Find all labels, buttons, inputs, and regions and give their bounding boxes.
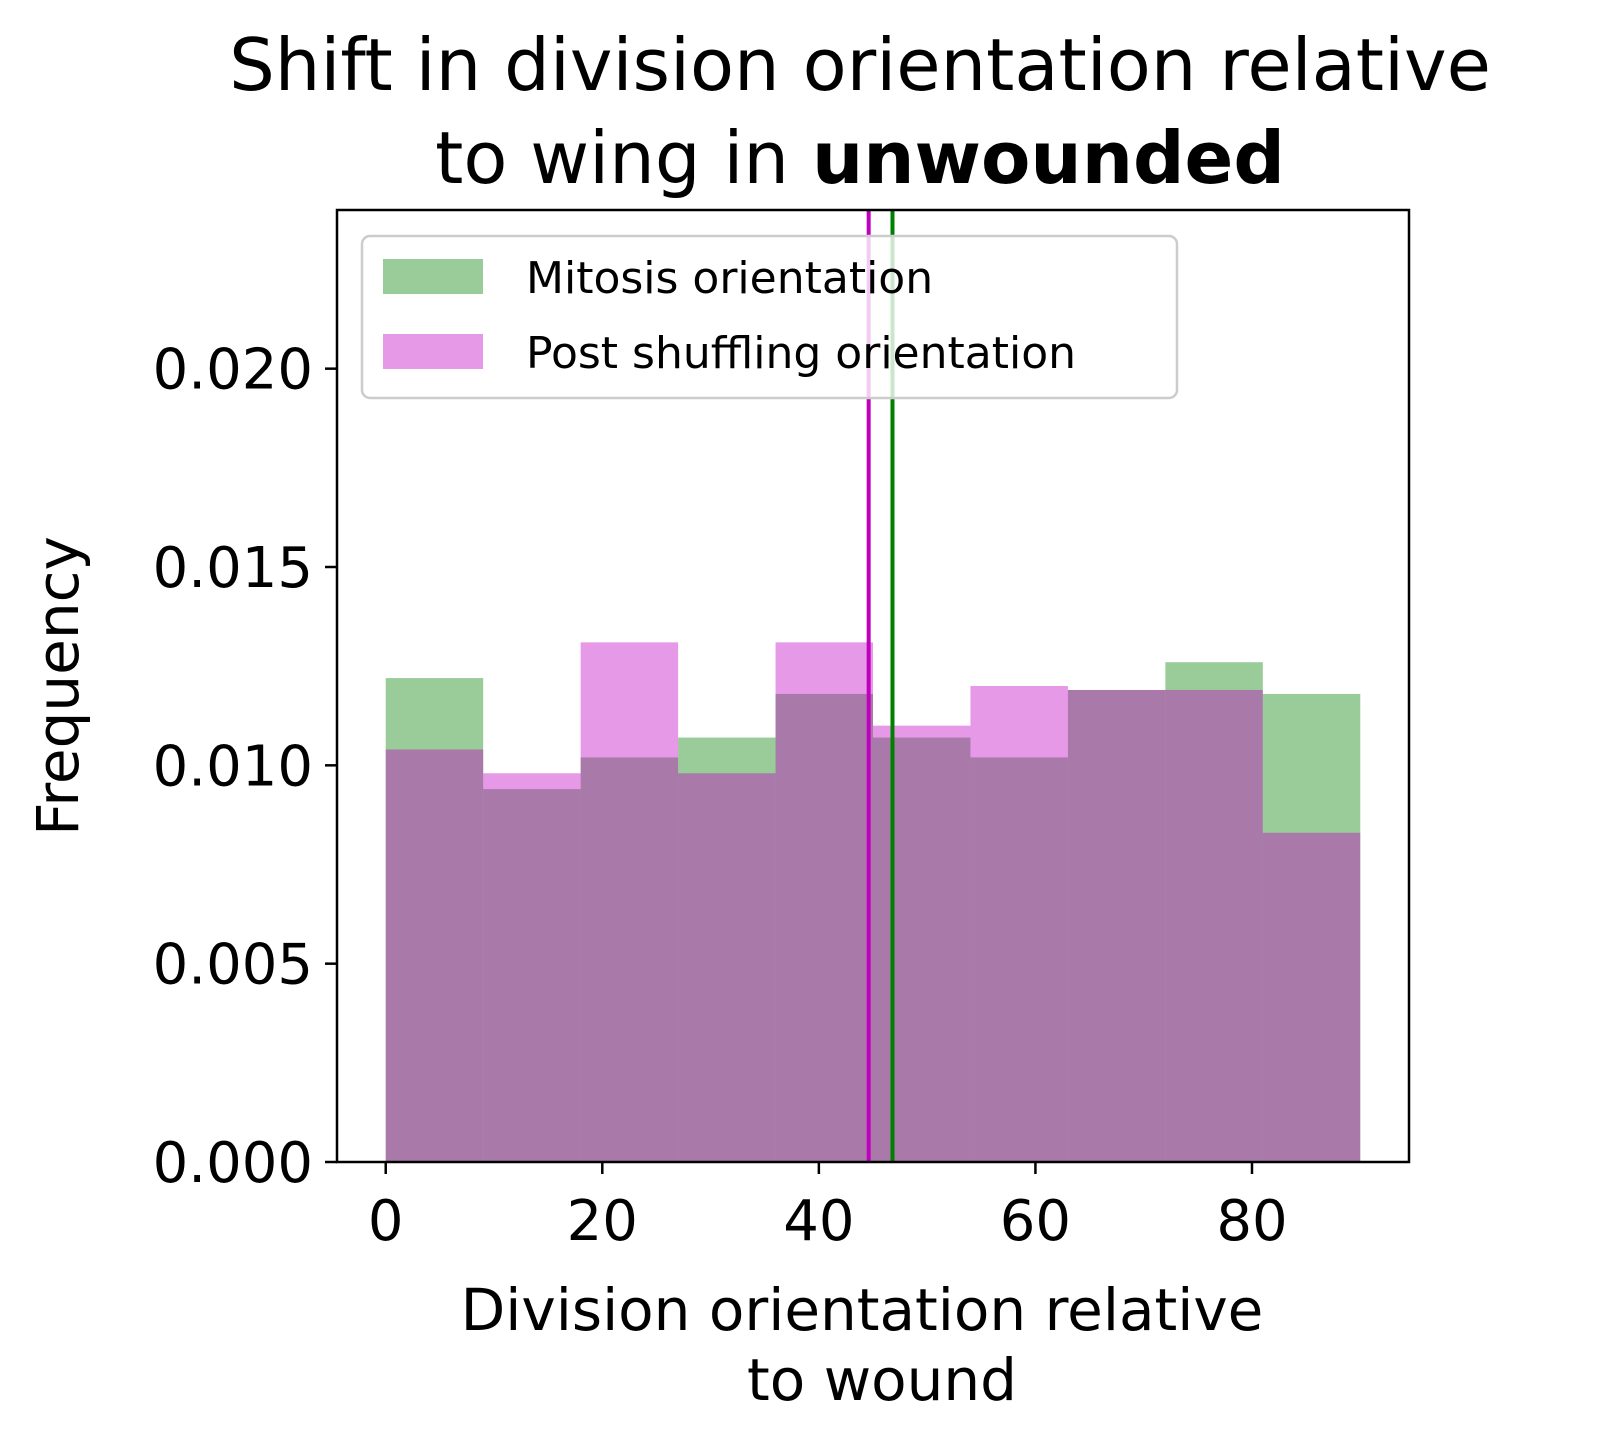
x-tick-label: 80 xyxy=(1216,1189,1287,1254)
legend-label-mitosis: Mitosis orientation xyxy=(526,253,933,304)
y-axis-ticks: 0.000 0.005 0.010 0.015 0.020 xyxy=(153,338,337,1196)
bar-series1-bin8 xyxy=(1165,689,1263,1162)
x-axis-ticks: 0 20 40 60 80 xyxy=(368,1162,1288,1254)
y-axis-label: Frequency xyxy=(24,536,92,836)
x-tick-label: 40 xyxy=(783,1189,854,1254)
x-tick-label: 0 xyxy=(368,1189,404,1254)
legend-swatch-mitosis xyxy=(383,259,483,294)
chart-title-line2-bold: unwounded xyxy=(812,116,1285,200)
bar-series0-bin9 xyxy=(1262,693,1361,1162)
legend: Mitosis orientation Post shuffling orien… xyxy=(360,234,1179,400)
bar-series1-bin6 xyxy=(970,686,1068,1162)
chart-title-line2-prefix: to wing in xyxy=(435,116,812,200)
x-axis-label-line2: to wound xyxy=(747,1346,1017,1414)
bar-series0-bin4 xyxy=(775,693,873,1162)
bar-series0-bin2 xyxy=(580,757,679,1162)
bar-series0-bin5 xyxy=(873,737,971,1162)
legend-label-shuffled: Post shuffling orientation xyxy=(526,328,1076,379)
x-tick-label: 20 xyxy=(567,1189,638,1254)
bar-series1-bin2 xyxy=(580,642,679,1162)
bar-series0-bin7 xyxy=(1067,689,1166,1162)
bar-series0-bin8 xyxy=(1165,662,1263,1162)
bar-series1-bin1 xyxy=(483,773,581,1162)
y-tick-label: 0.015 xyxy=(153,536,313,601)
bar-series1-bin9 xyxy=(1262,832,1361,1162)
x-tick-label: 60 xyxy=(1000,1189,1071,1254)
legend-swatch-shuffled xyxy=(383,334,483,369)
chart-title-line1: Shift in division orientation relative xyxy=(229,23,1491,107)
bar-series0-bin1 xyxy=(483,789,581,1162)
bar-series1-bin5 xyxy=(873,725,971,1162)
y-tick-label: 0.010 xyxy=(153,734,313,799)
y-tick-label: 0.005 xyxy=(153,933,313,998)
bars-layer xyxy=(385,642,1361,1162)
legend-box xyxy=(360,234,1179,400)
y-tick-label: 0.000 xyxy=(153,1131,313,1196)
plot-frame xyxy=(335,208,1411,1164)
x-axis-label-line1: Division orientation relative xyxy=(461,1276,1264,1344)
bar-series1-bin7 xyxy=(1067,689,1166,1162)
bar-series1-bin3 xyxy=(678,773,776,1162)
bar-series0-bin3 xyxy=(678,737,776,1162)
bar-series0-bin6 xyxy=(970,757,1068,1162)
chart-title-line2: to wing in unwounded xyxy=(435,116,1285,200)
bar-series0-bin0 xyxy=(385,678,484,1162)
bar-series1-bin0 xyxy=(385,749,484,1162)
bar-series1-bin4 xyxy=(775,642,873,1162)
y-tick-label: 0.020 xyxy=(153,338,313,403)
